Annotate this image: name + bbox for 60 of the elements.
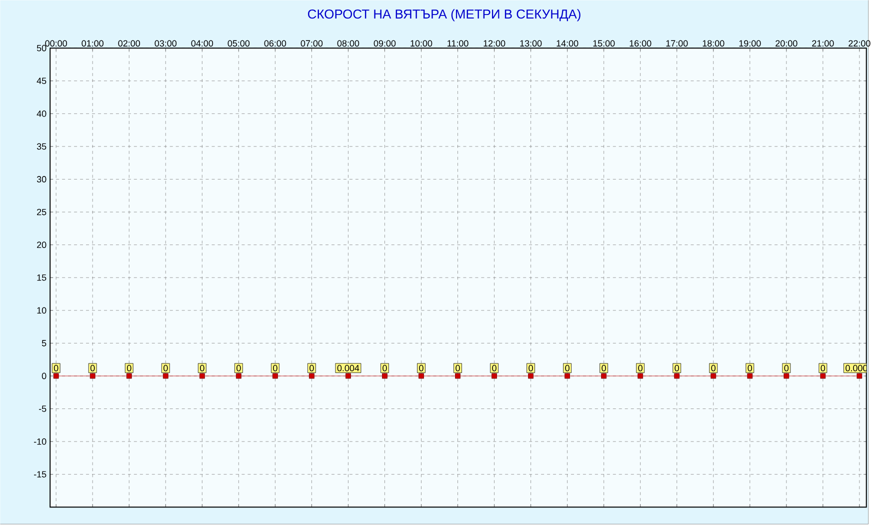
data-label: 0 xyxy=(310,364,314,372)
data-label: 0.004 xyxy=(337,364,360,372)
y-tick-label: -5 xyxy=(38,406,46,412)
y-tick-label: 30 xyxy=(36,176,46,182)
y-tick-label: 5 xyxy=(42,340,46,346)
y-tick-label: 0 xyxy=(42,372,46,380)
data-label: 0 xyxy=(236,364,241,372)
y-tick-label: 50 xyxy=(36,44,46,52)
x-tick-label: 22:00 xyxy=(848,40,870,47)
data-label: 0 xyxy=(163,364,168,372)
data-label: 0 xyxy=(748,364,752,372)
data-label: 0 xyxy=(90,364,95,372)
data-label: 0 xyxy=(456,364,460,372)
y-tick-label: -10 xyxy=(34,438,46,445)
y-tick-label: 45 xyxy=(36,78,46,84)
y-tick-label: 10 xyxy=(37,307,46,314)
x-tick-label: 16:00 xyxy=(630,40,652,47)
data-label: 0 xyxy=(419,364,424,372)
data-label: 0 xyxy=(565,364,570,372)
x-tick-label: 18:00 xyxy=(702,40,724,47)
data-label: 0 xyxy=(382,364,387,372)
data-label: 0 xyxy=(602,364,606,372)
data-label: 0 xyxy=(54,364,58,372)
data-label: 0 xyxy=(273,364,278,372)
x-tick-label: 15:00 xyxy=(593,40,615,47)
y-tick-label: 35 xyxy=(36,143,46,150)
x-tick-label: 07:00 xyxy=(300,40,323,47)
x-tick-label: 01:00 xyxy=(82,40,104,47)
x-tick-label: 10:00 xyxy=(410,40,432,47)
x-tick-label: 19:00 xyxy=(739,40,761,47)
x-tick-label: 14:00 xyxy=(556,40,578,47)
x-tick-label: 04:00 xyxy=(191,40,214,47)
x-tick-label: 00:00 xyxy=(45,40,67,47)
data-label: 0 xyxy=(492,364,496,372)
x-tick-label: 12:00 xyxy=(484,40,506,47)
x-tick-label: 20:00 xyxy=(776,40,798,47)
y-tick-label: 20 xyxy=(37,242,46,248)
data-label: 0 xyxy=(126,364,132,372)
y-tick-label: 40 xyxy=(36,110,46,117)
x-tick-label: 11:00 xyxy=(448,40,468,47)
y-tick-label: -15 xyxy=(34,471,46,478)
x-tick-label: 09:00 xyxy=(374,40,396,47)
data-label: 0 xyxy=(820,364,826,372)
x-tick-label: 08:00 xyxy=(337,40,360,47)
x-tick-label: 05:00 xyxy=(228,40,250,47)
data-label: 0 xyxy=(528,364,533,372)
x-tick-label: 13:00 xyxy=(520,40,542,47)
x-tick-label: 21:00 xyxy=(812,40,834,47)
data-label: 0 xyxy=(711,364,716,372)
chart-title: СКОРОСТ НА ВЯТЪРА (МЕТРИ В СЕКУНДА) xyxy=(308,9,580,22)
x-tick-label: 06:00 xyxy=(264,40,286,47)
x-tick-label: 03:00 xyxy=(154,40,177,47)
x-tick-label: 17:00 xyxy=(666,40,688,47)
data-label: 0 xyxy=(674,364,680,372)
data-label: 0 xyxy=(784,364,789,372)
data-label: 0 xyxy=(638,364,642,372)
y-tick-label: 25 xyxy=(37,208,46,216)
x-tick-label: 02:00 xyxy=(118,40,140,47)
y-tick-label: 15 xyxy=(37,274,46,281)
data-label: 0 xyxy=(200,364,204,372)
